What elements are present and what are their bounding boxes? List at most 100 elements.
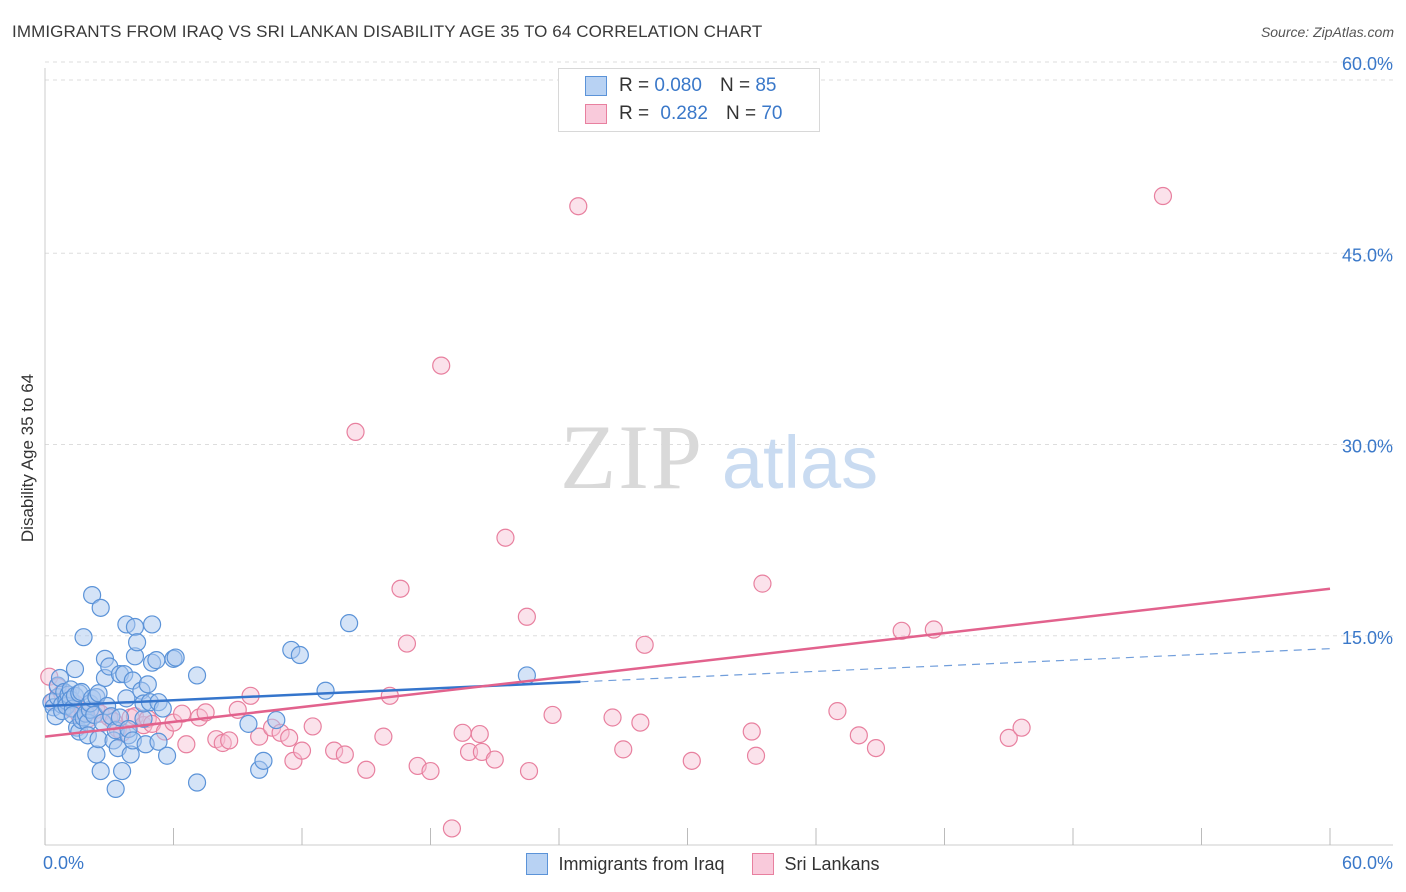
data-point-iraq (87, 745, 106, 764)
data-point-sri-lankans (391, 579, 410, 598)
legend-swatch-iraq (585, 76, 607, 96)
data-point-sri-lankans (866, 738, 886, 758)
data-point-sri-lankans (432, 356, 451, 375)
data-point-sri-lankans (172, 704, 192, 723)
data-point-sri-lankans (453, 723, 472, 742)
data-point-iraq (187, 773, 207, 792)
series-sri-lankans (40, 186, 1173, 838)
data-point-sri-lankans (292, 741, 312, 760)
data-point-iraq (117, 689, 136, 708)
data-point-sri-lankans (849, 726, 868, 745)
legend-item-srilanka[interactable]: Sri Lankans (752, 853, 880, 875)
data-point-sri-lankans (635, 635, 654, 654)
legend-n-label: N = (719, 75, 751, 96)
data-point-iraq (290, 645, 309, 665)
legend-label-iraq: Immigrants from Iraq (558, 853, 725, 874)
legend-item-iraq[interactable]: Immigrants from Iraq (526, 853, 724, 875)
data-point-iraq (91, 761, 110, 781)
legend-swatch-iraq (526, 853, 549, 875)
data-point-iraq (316, 681, 335, 700)
tick-labels: 15.0% 30.0% 45.0% 60.0% 0.0% 60.0% Disability … (18, 54, 1393, 873)
data-point-iraq (340, 614, 359, 633)
data-point-sri-lankans (519, 761, 539, 781)
data-point-iraq (149, 732, 168, 751)
data-point-sri-lankans (742, 722, 761, 741)
data-point-sri-lankans (325, 741, 344, 760)
data-point-sri-lankans (1153, 186, 1173, 206)
data-point-sri-lankans (753, 574, 772, 593)
data-point-sri-lankans (892, 621, 911, 640)
data-point-sri-lankans (470, 724, 489, 744)
source-label: Source: ZipAtlas.com (1260, 24, 1394, 40)
data-point-sri-lankans (543, 705, 562, 725)
data-point-sri-lankans (496, 528, 515, 547)
data-point-iraq (65, 659, 85, 679)
y-axis-title: Disability Age 35 to 64 (18, 374, 37, 542)
data-point-sri-lankans (603, 708, 622, 727)
data-point-iraq (153, 699, 172, 718)
data-point-sri-lankans (421, 761, 440, 781)
grid-layer (45, 61, 1393, 637)
data-point-sri-lankans (303, 717, 322, 736)
data-point-sri-lankans (357, 760, 376, 779)
data-point-iraq (138, 675, 157, 694)
data-point-sri-lankans (250, 727, 269, 746)
legend-swatch-srilanka (585, 104, 607, 124)
y-tick-label: 60.0% (1342, 54, 1393, 74)
data-point-iraq (106, 779, 125, 799)
series-legend: Immigrants from Iraq Sri Lankans (0, 851, 1406, 877)
y-tick-label: 45.0% (1342, 245, 1393, 265)
legend-row-srilanka: R = 0.282 N = 70 (585, 101, 782, 127)
data-point-iraq (267, 710, 286, 730)
data-point-iraq (187, 666, 207, 685)
data-point-sri-lankans (746, 746, 766, 765)
legend-r-value: 0.282 (660, 103, 708, 124)
data-point-sri-lankans (614, 740, 633, 759)
data-point-sri-lankans (397, 634, 417, 653)
data-point-iraq (142, 615, 162, 634)
data-point-iraq (127, 633, 147, 652)
legend-n-value: 85 (755, 75, 777, 96)
data-point-sri-lankans (220, 731, 239, 750)
legend-label-srilanka: Sri Lankans (784, 853, 880, 874)
data-point-iraq (91, 598, 110, 617)
data-point-sri-lankans (335, 745, 354, 764)
data-point-iraq (74, 628, 93, 647)
data-point-sri-lankans (485, 750, 504, 769)
data-point-sri-lankans (442, 819, 462, 838)
y-tick-label: 30.0% (1342, 437, 1393, 457)
data-point-iraq (147, 651, 166, 670)
data-point-sri-lankans (682, 751, 701, 770)
legend-n-label: N = (725, 103, 757, 124)
data-point-sri-lankans (346, 422, 365, 441)
data-point-sri-lankans (517, 607, 536, 626)
data-point-iraq (239, 714, 258, 733)
trend-line-sri-lankans (44, 587, 1331, 738)
watermark-atlas: atlas (722, 421, 878, 504)
watermark: ZIP atlas (560, 406, 878, 508)
legend-r-label: R = (619, 75, 650, 96)
watermark-zip: ZIP (560, 406, 704, 508)
legend-swatch-srilanka (752, 853, 775, 875)
x-tick-label: 0.0% (43, 853, 84, 873)
data-point-sri-lankans (631, 713, 650, 732)
data-point-sri-lankans (999, 728, 1018, 748)
data-point-sri-lankans (280, 728, 299, 748)
data-point-iraq (89, 684, 108, 703)
x-tick-label: 60.0% (1342, 853, 1393, 873)
data-point-iraq (125, 617, 145, 637)
data-point-sri-lankans (459, 742, 479, 762)
data-point-iraq (157, 746, 177, 765)
data-point-sri-lankans (177, 735, 196, 754)
legend-n-value: 70 (761, 103, 783, 124)
y-tick-label: 15.0% (1342, 628, 1393, 648)
axis-layer (44, 68, 1393, 846)
trend-line-iraq-extrapolated (580, 648, 1331, 683)
data-point-sri-lankans (374, 727, 393, 746)
correlation-legend: R = 0.080 N = 85 R = 0.282 N = 70 (558, 68, 820, 132)
chart-title: IMMIGRANTS FROM IRAQ VS SRI LANKAN DISAB… (12, 22, 763, 41)
data-point-sri-lankans (828, 702, 847, 721)
legend-r-value: 0.080 (654, 75, 702, 96)
legend-r-label: R = (619, 103, 650, 124)
